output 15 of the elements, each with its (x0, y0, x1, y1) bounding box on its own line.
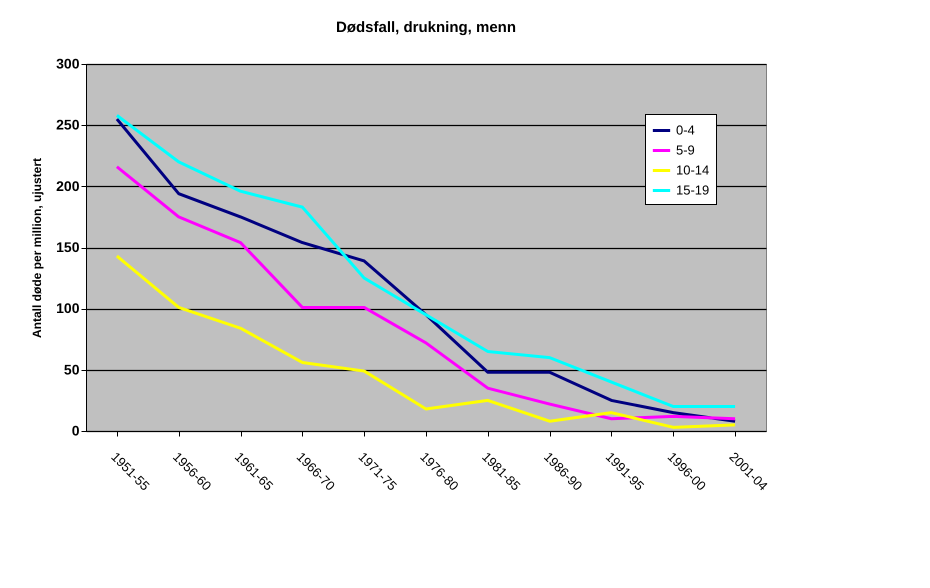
y-axis-title: Antall døde per million, ujustert (30, 158, 44, 338)
legend-label: 0-4 (676, 122, 695, 138)
legend-label: 10-14 (676, 162, 710, 178)
y-tick-label: 100 (56, 300, 80, 316)
line-series (115, 165, 737, 420)
y-tick-label: 200 (56, 178, 80, 194)
y-tick-label: 0 (72, 422, 80, 438)
y-tick-label: 250 (56, 116, 80, 133)
legend-label: 5-9 (676, 142, 695, 158)
chart-title: Dødsfall, drukning, menn (336, 19, 516, 36)
legend-label: 15-19 (676, 182, 710, 198)
line-series (115, 254, 737, 429)
y-tick-label: 50 (64, 361, 80, 378)
y-tick-label: 300 (56, 56, 80, 72)
y-tick-label: 150 (56, 239, 80, 255)
